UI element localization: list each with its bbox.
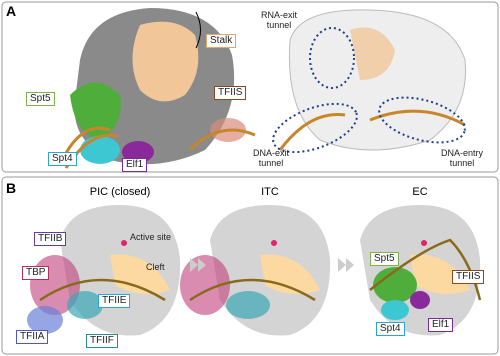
panel-label: B: [6, 180, 17, 196]
rna-exit-ellipse: [309, 27, 355, 89]
spt5-surface: [70, 82, 121, 140]
rna-exit-label: RNA-exit tunnel: [260, 10, 297, 30]
active-site-dots: [121, 240, 427, 246]
spt5-label: Spt5: [26, 92, 55, 106]
elf1-label: Elf1: [428, 318, 454, 332]
stalk-surface: [132, 21, 199, 102]
tfiis-label: TFIIS: [214, 86, 247, 100]
spt4-label: Spt4: [48, 152, 77, 166]
tfiif-label: TFIIF: [86, 334, 118, 348]
elf1-label: Elf1: [122, 158, 148, 172]
spt5-label: Spt5: [370, 252, 399, 266]
tfiis-label: TFIIS: [452, 270, 485, 284]
transition-arrows: [190, 258, 354, 272]
panel-b-frame: [1, 176, 499, 355]
state-title: PIC (closed): [89, 186, 151, 198]
stalk-pointer: [195, 11, 201, 49]
state-title: ITC: [261, 186, 279, 198]
state-title: EC: [412, 186, 428, 198]
tfiib-label: TFIIB: [34, 232, 67, 246]
spt4-surface: [80, 136, 120, 164]
panel-a-frame: [1, 1, 499, 173]
dna-entry-label: DNA-entry tunnel: [440, 148, 483, 168]
elf1-surface: [122, 141, 154, 163]
stalk-label: Stalk: [206, 34, 237, 48]
dna-exit-label: DNA-exit tunnel: [252, 148, 289, 168]
tfiia-label: TFIIA: [16, 330, 49, 344]
stalk-ribbon: [350, 27, 395, 80]
tfiie-label: TFIIE: [98, 294, 131, 308]
panel-label: A: [6, 3, 17, 19]
cleft-label: Cleft: [146, 262, 165, 272]
spt4-label: Spt4: [376, 322, 405, 336]
active-site-label: Active site: [130, 232, 172, 242]
tbp-label: TBP: [22, 266, 50, 280]
